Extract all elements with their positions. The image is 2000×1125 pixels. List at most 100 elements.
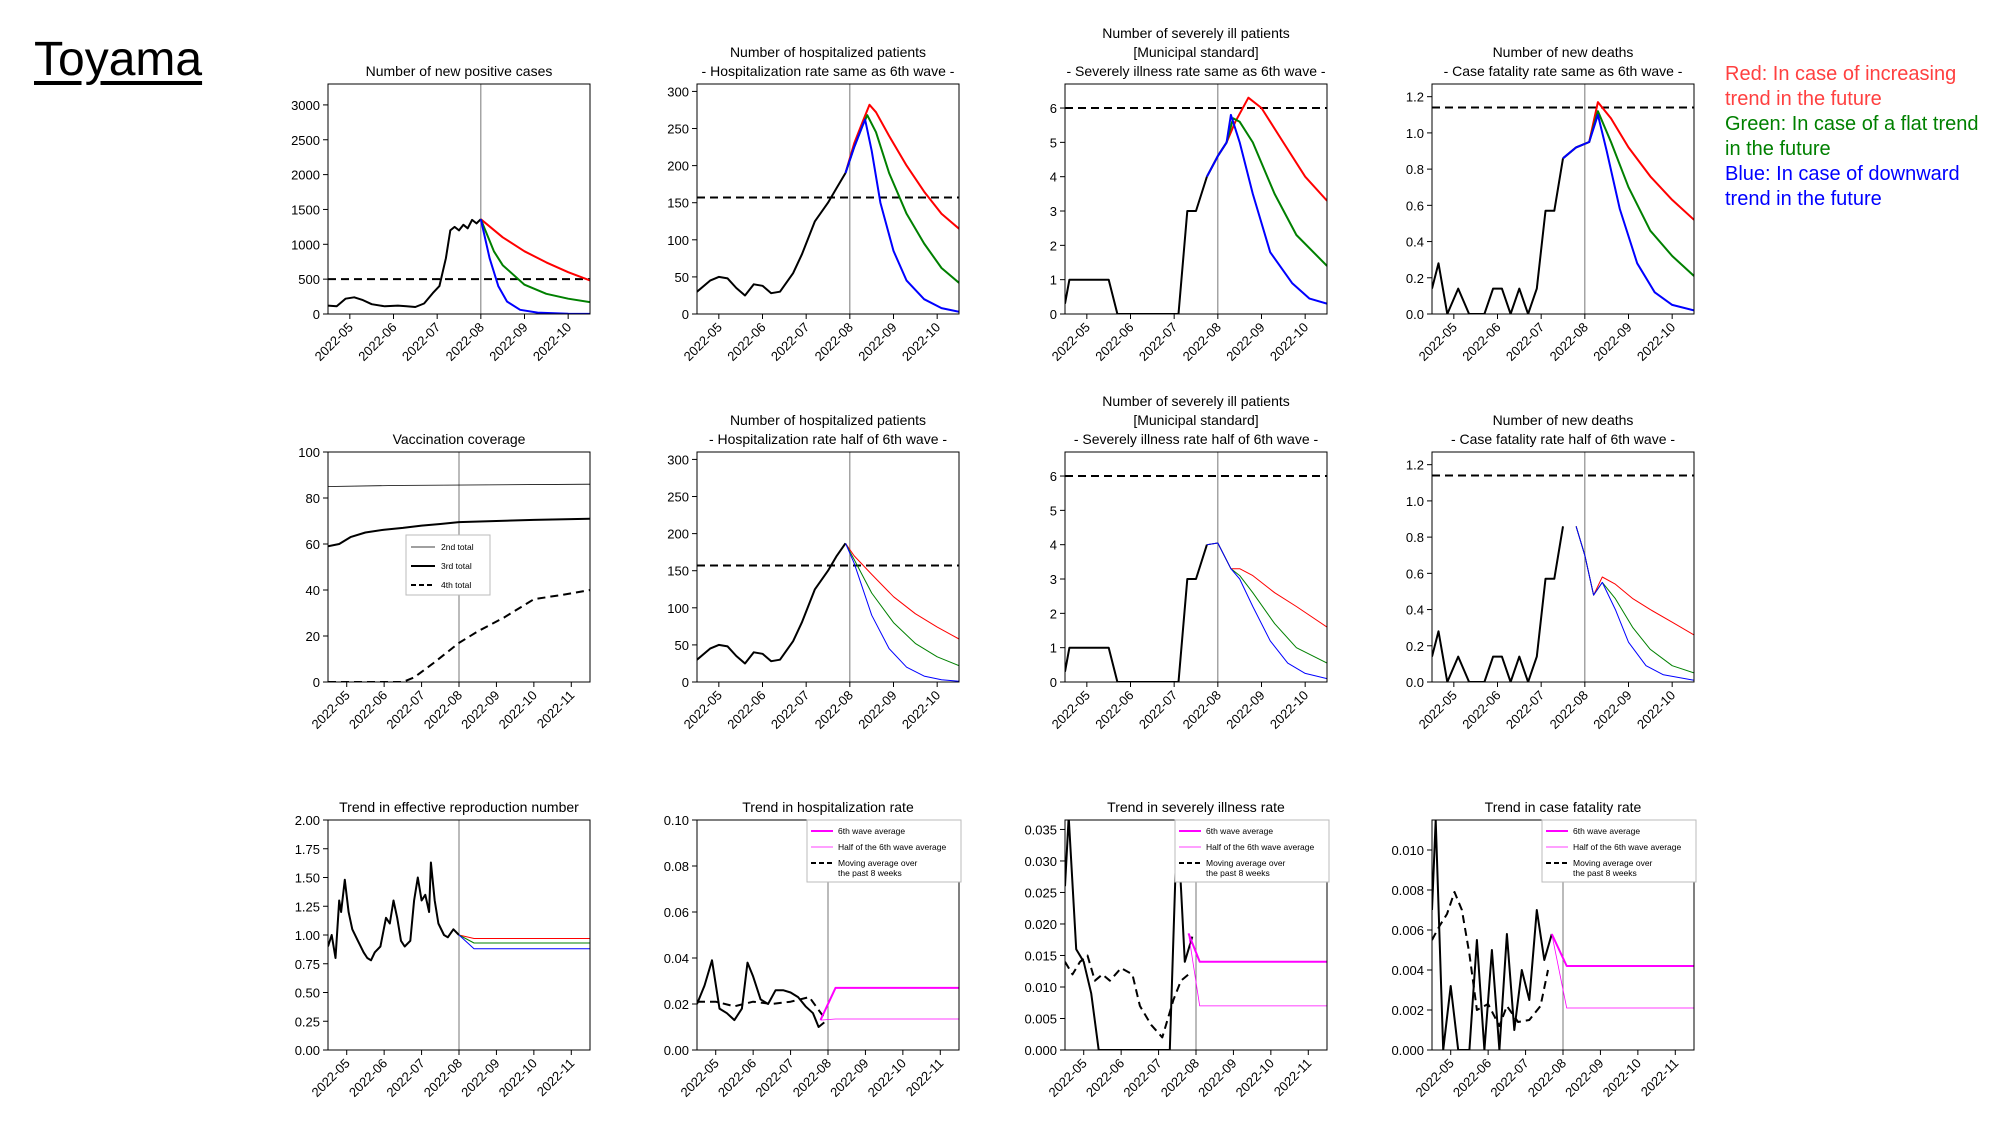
series-line-green (845, 543, 959, 667)
series-line-magenta (1187, 933, 1327, 963)
x-tick-label: 2022-09 (1223, 320, 1267, 364)
y-tick-label: 1.75 (295, 842, 320, 857)
y-tick-label: 50 (675, 270, 689, 285)
x-tick-label: 2022-06 (715, 1056, 759, 1100)
x-tick-label: 2022-09 (855, 688, 899, 732)
x-tick-label: 2022-06 (355, 320, 399, 364)
series-line-blue (1206, 542, 1327, 680)
x-tick-label: 2022-08 (790, 1056, 834, 1100)
y-tick-label: 500 (298, 272, 320, 287)
y-tick-label: 300 (667, 84, 689, 99)
x-tick-label: 2022-10 (1634, 320, 1678, 364)
y-tick-label: 1.0 (1406, 494, 1424, 509)
x-tick-label: 2022-07 (1136, 688, 1180, 732)
series-line-magenta (1188, 933, 1327, 1007)
series-line-black (328, 483, 590, 487)
y-tick-label: 0.010 (1391, 843, 1424, 858)
y-tick-label: 0.02 (664, 997, 689, 1012)
x-tick-label: 2022-05 (1416, 688, 1460, 732)
plot-frame (1064, 451, 1328, 683)
x-tick-label: 2022-05 (1049, 320, 1093, 364)
legend-label: 4th total (441, 580, 471, 590)
plot-area (328, 820, 590, 1050)
x-tick-label: 2022-07 (383, 1056, 427, 1100)
y-tick-label: 1 (1050, 273, 1057, 288)
plot-area (697, 452, 959, 682)
series-line-red (1206, 542, 1327, 628)
legend-label: Moving average over (838, 858, 918, 868)
x-tick-label: 2022-08 (1547, 320, 1591, 364)
x-tick-label: 2022-06 (1459, 688, 1503, 732)
y-tick-label: 0.010 (1024, 980, 1057, 995)
x-tick-label: 2022-09 (827, 1056, 871, 1100)
legend-label: Half of the 6th wave average (838, 842, 946, 852)
x-tick-label: 2022-10 (496, 1056, 540, 1100)
y-tick-label: 100 (667, 601, 689, 616)
x-tick-label: 2022-08 (421, 1056, 465, 1100)
series-line-red (1562, 101, 1694, 221)
y-tick-label: 0.4 (1406, 235, 1424, 250)
x-tick-label: 2022-10 (530, 320, 574, 364)
x-tick-label: 2022-10 (899, 688, 943, 732)
plot-area (1432, 84, 1694, 314)
y-tick-label: 3 (1050, 572, 1057, 587)
chart-title-line: Number of new deaths (1493, 412, 1634, 428)
x-tick-label: 2022-07 (1503, 320, 1547, 364)
series-line-blue (845, 543, 959, 682)
x-tick-label: 2022-08 (421, 688, 465, 732)
plot-frame (696, 451, 960, 683)
x-tick-label: 2022-07 (399, 320, 443, 364)
x-tick-label: 2022-06 (1083, 1056, 1127, 1100)
x-tick-label: 2022-07 (768, 320, 812, 364)
y-tick-label: 1.00 (295, 928, 320, 943)
legend-label: 6th wave average (1573, 826, 1640, 836)
y-tick-label: 0.030 (1024, 854, 1057, 869)
y-tick-label: 0 (313, 675, 320, 690)
x-tick-label: 2022-05 (308, 1056, 352, 1100)
series-line-green (1206, 542, 1327, 664)
series-line-red (458, 934, 590, 939)
x-tick-label: 2022-11 (1271, 1056, 1315, 1100)
x-tick-label: 2022-11 (1638, 1056, 1682, 1100)
x-tick-label: 2022-07 (1136, 320, 1180, 364)
series-line-green (844, 114, 959, 284)
x-tick-label: 2022-10 (1600, 1056, 1644, 1100)
y-tick-label: 4 (1050, 538, 1057, 553)
x-tick-label: 2022-10 (496, 688, 540, 732)
chart-9: Trend in effective reproduction number 0.… (295, 799, 591, 1100)
chart-5: Vaccination coverage0204060801002022-052… (298, 431, 591, 732)
x-tick-label: 2022-11 (534, 1056, 578, 1100)
x-tick-label: 2022-08 (443, 320, 487, 364)
y-tick-label: 0.00 (295, 1043, 320, 1058)
y-tick-label: 0 (682, 675, 689, 690)
x-tick-label: 2022-10 (865, 1056, 909, 1100)
plot-frame (327, 819, 591, 1051)
chart-title-line: Trend in case fatality rate (1485, 799, 1642, 815)
chart-title-line: Number of severely ill patients (1102, 25, 1290, 41)
series-line-red (844, 103, 959, 230)
y-tick-label: 0.00 (664, 1043, 689, 1058)
series-line-black (1065, 176, 1208, 314)
y-tick-label: 100 (298, 445, 320, 460)
x-tick-label: 2022-10 (1267, 320, 1311, 364)
y-tick-label: 0.008 (1391, 883, 1424, 898)
x-tick-label: 2022-09 (855, 320, 899, 364)
x-tick-label: 2022-07 (1487, 1056, 1531, 1100)
x-tick-label: 2022-05 (1412, 1056, 1456, 1100)
chart-title-line: Number of hospitalized patients (730, 412, 926, 428)
series-line-black (1432, 891, 1549, 1027)
plot-frame (1431, 83, 1695, 315)
y-tick-label: 0.50 (295, 986, 320, 1001)
series-line-red (480, 218, 590, 282)
x-tick-label: 2022-10 (1634, 688, 1678, 732)
series-line-blue (844, 118, 959, 313)
chart-title-line: Number of hospitalized patients (730, 44, 926, 60)
chart-title-line: - Hospitalization rate same as 6th wave … (702, 63, 955, 79)
y-tick-label: 0.025 (1024, 885, 1057, 900)
x-tick-label: 2022-06 (1092, 688, 1136, 732)
x-tick-label: 2022-06 (1450, 1056, 1494, 1100)
x-tick-label: 2022-06 (724, 688, 768, 732)
series-line-black (697, 959, 825, 1028)
y-tick-label: 1.25 (295, 899, 320, 914)
legend-label: the past 8 weeks (1206, 868, 1270, 878)
